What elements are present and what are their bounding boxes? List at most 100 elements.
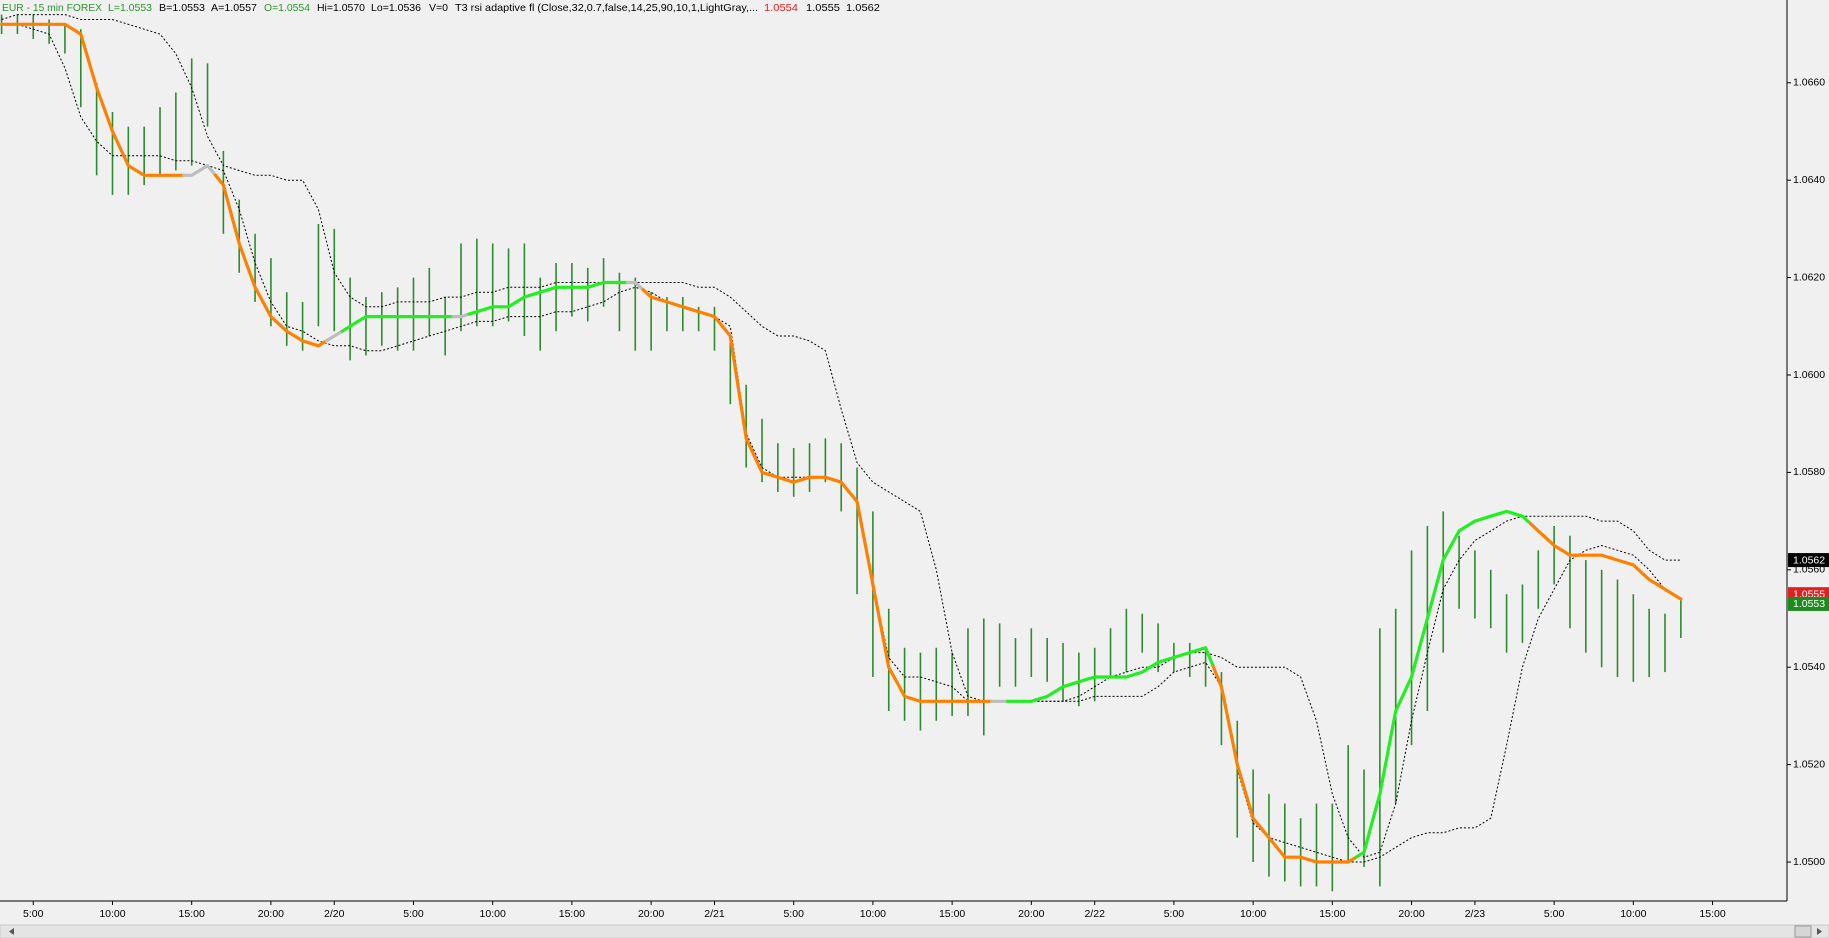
price-marker bbox=[1788, 596, 1829, 611]
scroll-track[interactable] bbox=[0, 924, 1829, 938]
t3-line bbox=[1592, 553, 1612, 560]
t3-line bbox=[1671, 592, 1683, 601]
t3-line bbox=[863, 541, 883, 628]
x-tick-label: 10:00 bbox=[1240, 908, 1266, 920]
y-tick-label: 1.0640 bbox=[1793, 174, 1825, 186]
scroll-left[interactable] bbox=[9, 928, 14, 935]
x-tick-label: 5:00 bbox=[403, 908, 424, 920]
t3-line bbox=[1449, 524, 1469, 548]
t3-line bbox=[689, 307, 709, 316]
t3-line bbox=[118, 146, 138, 173]
x-tick-label: 10:00 bbox=[1620, 908, 1646, 920]
t3-line bbox=[1227, 724, 1247, 793]
t3-line bbox=[1338, 855, 1358, 864]
indicator-reading: 1.0554 bbox=[764, 2, 798, 14]
t3-line bbox=[1639, 570, 1659, 586]
x-tick-label: 5:00 bbox=[783, 908, 804, 920]
t3-line bbox=[213, 173, 233, 216]
header: EUR - 15 min FOREX L=1.0553 B=1.0553 A=1… bbox=[2, 2, 880, 14]
t3-line bbox=[103, 108, 122, 151]
t3-line bbox=[720, 324, 740, 389]
t3-line bbox=[625, 280, 645, 292]
band-line bbox=[1, 23, 1682, 863]
volume: V=0 bbox=[429, 2, 448, 14]
indicator: T3 rsi adaptive fl (Close,32,0.7,false,1… bbox=[455, 2, 758, 14]
t3-line bbox=[198, 164, 218, 177]
open: O=1.0554 bbox=[264, 2, 310, 14]
t3-line bbox=[71, 27, 91, 63]
t3-line bbox=[1037, 690, 1057, 701]
t3-line bbox=[1528, 521, 1548, 540]
t3-line bbox=[1417, 587, 1437, 650]
indicator-reading: 1.0555 bbox=[806, 2, 840, 14]
t3-line bbox=[641, 288, 661, 302]
x-tick-label: 15:00 bbox=[939, 908, 965, 920]
t3-line bbox=[1623, 560, 1643, 574]
high: Hi=1.0570 bbox=[317, 2, 365, 14]
t3-line bbox=[847, 490, 867, 545]
t3-line bbox=[308, 339, 328, 348]
x-tick-label: 2/21 bbox=[704, 908, 725, 920]
t3-line bbox=[340, 319, 360, 333]
t3-line bbox=[815, 475, 835, 482]
t3-line bbox=[594, 280, 614, 287]
t3-line bbox=[182, 168, 202, 177]
t3-line bbox=[910, 697, 930, 703]
t3-line bbox=[277, 322, 297, 338]
bid: B=1.0553 bbox=[159, 2, 205, 14]
t3-line bbox=[1386, 692, 1406, 755]
t3-line bbox=[1132, 665, 1152, 677]
t3-line bbox=[1560, 548, 1580, 557]
t3-line bbox=[1243, 789, 1263, 830]
x-tick-label: 20:00 bbox=[1018, 908, 1044, 920]
t3-line bbox=[293, 334, 313, 345]
t3-line bbox=[800, 475, 820, 482]
t3-line bbox=[1655, 582, 1675, 596]
x-tick-label: 5:00 bbox=[23, 908, 44, 920]
t3-line bbox=[705, 312, 724, 328]
t3-line bbox=[1402, 646, 1422, 696]
t3-line bbox=[261, 300, 281, 326]
t3-line bbox=[1116, 672, 1136, 679]
band-line bbox=[1, 14, 1681, 858]
t3-line bbox=[831, 478, 851, 494]
t3-line bbox=[657, 297, 677, 306]
x-tick-label: 15:00 bbox=[559, 908, 585, 920]
t3-line bbox=[245, 263, 265, 304]
x-tick-label: 15:00 bbox=[179, 908, 205, 920]
x-tick-label: 15:00 bbox=[1319, 908, 1345, 920]
t3-line bbox=[1259, 826, 1279, 849]
t3-line bbox=[1069, 677, 1089, 686]
t3-line bbox=[1608, 556, 1627, 565]
t3-line bbox=[768, 473, 788, 482]
t3-line bbox=[514, 293, 534, 304]
x-tick-label: 20:00 bbox=[1398, 908, 1424, 920]
price-marker bbox=[1788, 553, 1829, 568]
price-marker-label: 1.0553 bbox=[1793, 598, 1825, 610]
t3-line bbox=[324, 329, 344, 343]
x-tick-label: 2/22 bbox=[1084, 908, 1105, 920]
indicator-reading: 1.0562 bbox=[846, 2, 880, 14]
t3-line bbox=[1164, 653, 1184, 662]
y-tick-label: 1.0600 bbox=[1793, 369, 1825, 381]
t3-line bbox=[451, 312, 471, 319]
t3-line bbox=[1085, 675, 1105, 681]
t3-line bbox=[1497, 509, 1517, 516]
t3-line bbox=[578, 283, 598, 289]
price-marker-label: 1.0562 bbox=[1793, 554, 1825, 566]
y-tick-label: 1.0620 bbox=[1793, 271, 1825, 283]
scroll-thumb[interactable] bbox=[1794, 925, 1812, 938]
t3-line bbox=[87, 59, 107, 112]
t3-line bbox=[530, 288, 550, 297]
t3-line bbox=[1481, 512, 1501, 521]
last: L=1.0553 bbox=[108, 2, 152, 14]
y-tick-label: 1.0540 bbox=[1793, 661, 1825, 673]
scroll-right[interactable] bbox=[1817, 928, 1822, 935]
scrollbar[interactable] bbox=[0, 924, 1829, 938]
x-tick-label: 2/23 bbox=[1465, 908, 1486, 920]
t3-line bbox=[1148, 658, 1168, 669]
t3-line bbox=[546, 285, 566, 292]
t3-line bbox=[1433, 543, 1453, 591]
t3-line bbox=[1021, 697, 1041, 703]
t3-line bbox=[1211, 665, 1231, 728]
